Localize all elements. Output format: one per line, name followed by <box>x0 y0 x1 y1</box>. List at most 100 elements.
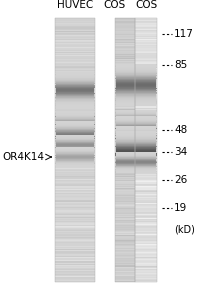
Bar <box>115 38 135 39</box>
Bar <box>135 183 157 184</box>
Bar <box>56 100 94 101</box>
Bar <box>115 149 135 150</box>
Bar <box>115 60 135 61</box>
Bar <box>135 18 157 282</box>
Bar <box>56 126 94 127</box>
Bar <box>115 147 135 148</box>
Bar <box>115 90 135 91</box>
Bar <box>115 269 135 270</box>
Bar <box>115 70 135 71</box>
Bar <box>116 71 156 72</box>
Bar <box>55 177 95 178</box>
Bar <box>115 40 135 41</box>
Bar <box>135 155 157 156</box>
Bar <box>56 123 94 124</box>
Bar <box>115 280 135 281</box>
Bar <box>115 135 157 136</box>
Bar <box>116 95 156 96</box>
Bar <box>55 182 95 183</box>
Bar <box>115 255 135 256</box>
Bar <box>115 141 135 142</box>
Bar <box>55 261 95 262</box>
Bar <box>116 113 156 114</box>
Bar <box>115 180 135 181</box>
Bar <box>55 269 95 270</box>
Bar <box>135 153 157 154</box>
Bar <box>135 272 157 273</box>
Bar <box>56 136 94 137</box>
Bar <box>56 146 94 147</box>
Bar <box>115 93 157 94</box>
Bar <box>135 137 157 138</box>
Bar <box>135 114 157 115</box>
Bar <box>115 174 135 175</box>
Bar <box>135 259 157 260</box>
Bar <box>55 59 95 60</box>
Bar <box>135 23 157 24</box>
Bar <box>115 146 135 147</box>
Bar <box>135 203 157 204</box>
Bar <box>55 24 95 25</box>
Bar <box>115 171 135 172</box>
Bar <box>115 198 135 199</box>
Bar <box>115 156 157 157</box>
Bar <box>115 159 135 160</box>
Bar <box>56 89 94 90</box>
Bar <box>135 36 157 37</box>
Bar <box>115 68 135 69</box>
Bar <box>55 140 95 141</box>
Bar <box>55 215 95 216</box>
Bar <box>135 106 157 107</box>
Bar <box>55 23 95 24</box>
Bar <box>115 64 157 65</box>
Bar <box>55 191 95 192</box>
Bar <box>55 155 95 156</box>
Bar <box>55 185 95 186</box>
Bar <box>116 152 156 153</box>
Bar <box>135 96 157 97</box>
Bar <box>115 27 135 28</box>
Bar <box>116 150 156 151</box>
Bar <box>55 250 95 251</box>
Bar <box>55 101 95 102</box>
Bar <box>115 137 135 138</box>
Bar <box>55 262 95 263</box>
Bar <box>115 21 135 22</box>
Bar <box>116 142 156 143</box>
Bar <box>135 98 157 99</box>
Bar <box>116 143 156 144</box>
Bar <box>55 116 95 117</box>
Bar <box>115 121 157 122</box>
Bar <box>55 27 95 28</box>
Bar <box>56 152 94 153</box>
Bar <box>55 234 95 235</box>
Bar <box>135 115 157 116</box>
Bar <box>55 117 95 118</box>
Bar <box>56 81 94 82</box>
Bar <box>135 161 157 162</box>
Bar <box>55 115 95 116</box>
Bar <box>116 158 156 159</box>
Bar <box>135 207 157 208</box>
Bar <box>56 139 94 140</box>
Bar <box>135 29 157 30</box>
Bar <box>55 56 95 57</box>
Bar <box>115 143 157 144</box>
Bar <box>55 63 95 64</box>
Bar <box>115 248 135 249</box>
Bar <box>56 94 94 95</box>
Bar <box>55 267 95 268</box>
Bar <box>55 44 95 45</box>
Bar <box>135 237 157 238</box>
Bar <box>115 273 135 274</box>
Bar <box>57 154 94 155</box>
Bar <box>55 26 95 27</box>
Bar <box>115 164 135 165</box>
Bar <box>116 152 156 153</box>
Bar <box>115 75 135 76</box>
Bar <box>135 117 157 118</box>
Bar <box>135 89 157 90</box>
Bar <box>55 65 95 66</box>
Bar <box>55 210 95 211</box>
Bar <box>55 141 95 142</box>
